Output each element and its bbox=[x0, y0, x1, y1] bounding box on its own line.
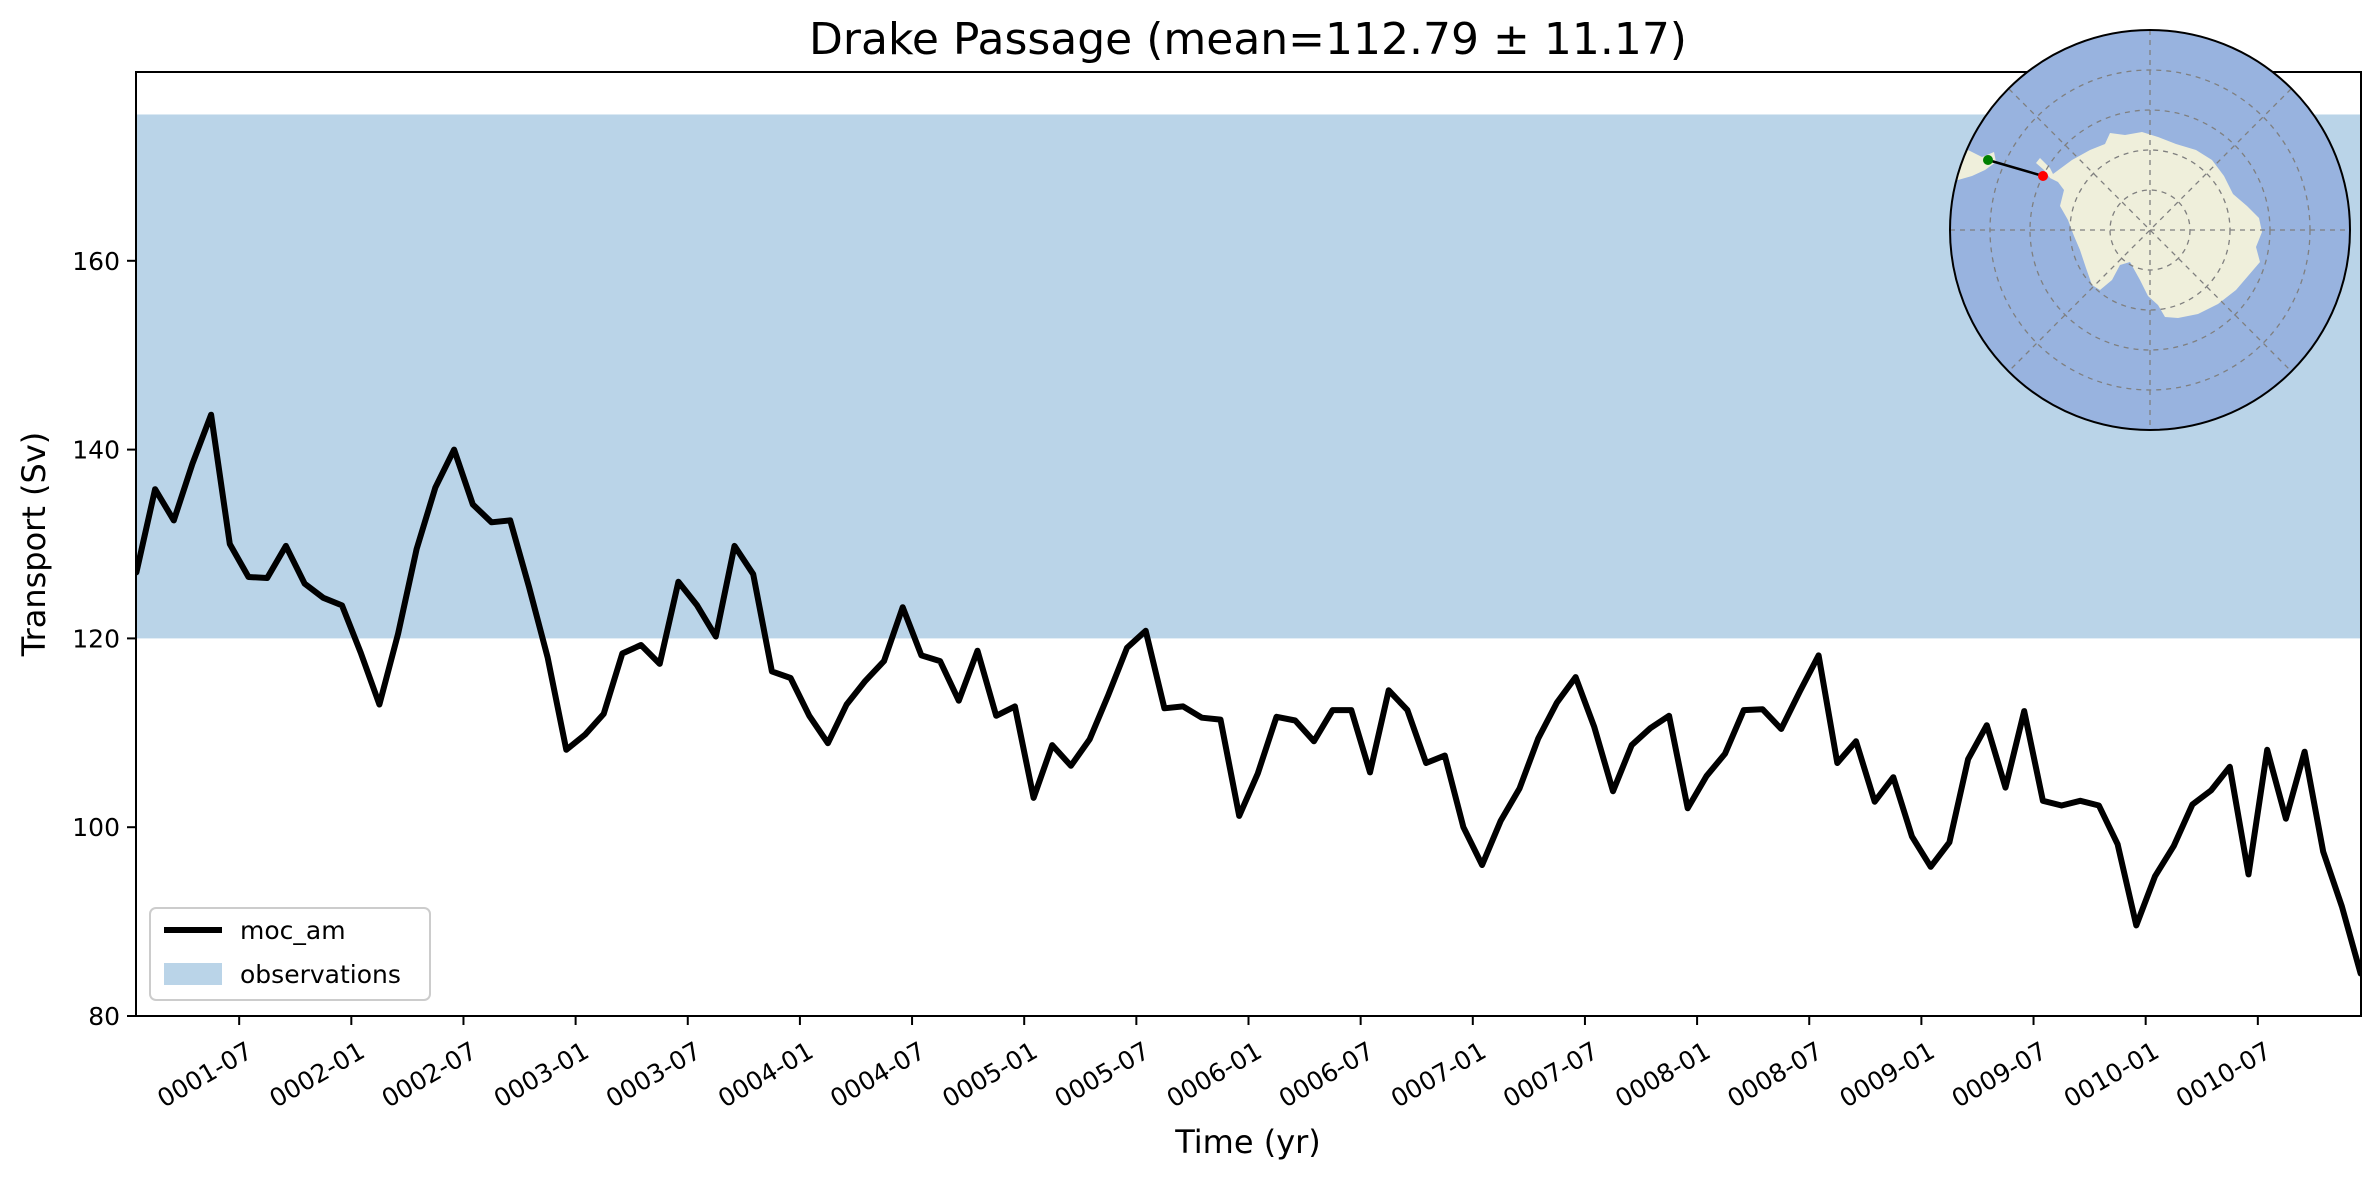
y-axis-label: Transport (Sv) bbox=[15, 432, 53, 658]
chart-title: Drake Passage (mean=112.79 ± 11.17) bbox=[809, 14, 1687, 65]
map-border bbox=[1949, 29, 2351, 431]
inset-map bbox=[1949, 29, 2351, 431]
y-tick-label: 80 bbox=[88, 1002, 120, 1031]
y-axis: 80 100 120 140 160 bbox=[72, 247, 136, 1031]
map-land-antarctica bbox=[2036, 132, 2262, 318]
map-section-line bbox=[1987, 158, 2044, 178]
legend: moc_am observations bbox=[149, 907, 431, 1001]
legend-label-moc-am: moc_am bbox=[240, 916, 346, 945]
legend-label-observations: observations bbox=[240, 960, 401, 989]
x-axis-label: Time (yr) bbox=[1174, 1123, 1321, 1161]
series-line-moc-am bbox=[136, 411, 2361, 977]
y-tick-label: 120 bbox=[72, 624, 120, 653]
map-graticule bbox=[1950, 30, 2350, 430]
legend-swatch-observations bbox=[164, 963, 222, 985]
map-end-marker bbox=[2038, 171, 2048, 181]
y-tick-label: 100 bbox=[72, 813, 120, 842]
y-tick-label: 140 bbox=[72, 436, 120, 465]
y-tick-label: 160 bbox=[72, 247, 120, 276]
map-start-marker bbox=[1983, 155, 1993, 165]
